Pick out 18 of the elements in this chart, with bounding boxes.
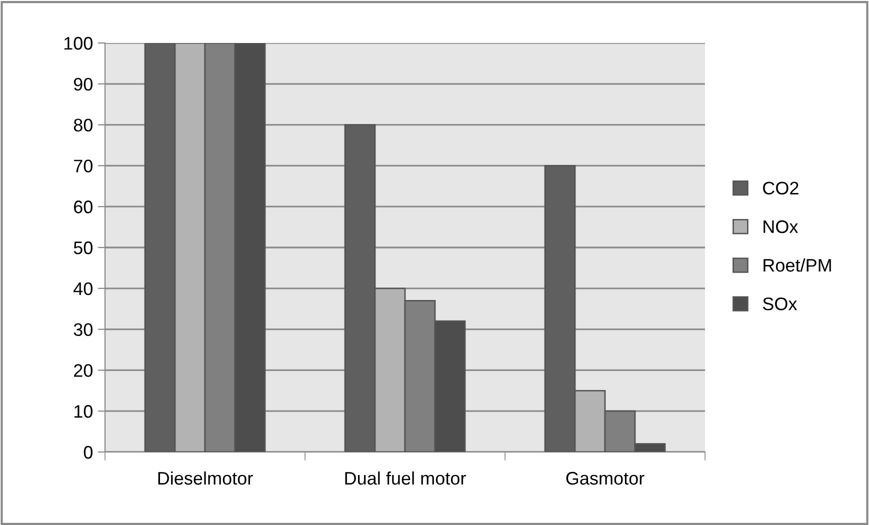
legend-label: SOx [762, 298, 798, 310]
y-tick-label: 50 [74, 241, 92, 254]
x-tick-label: Dieselmotor [158, 471, 253, 485]
y-tick-label: 10 [74, 405, 92, 418]
y-tick-label: 90 [74, 78, 92, 91]
y-tick-label: 80 [74, 118, 92, 132]
y-tick-label: 40 [74, 282, 92, 296]
y-tick-label: 60 [74, 200, 92, 214]
x-tick-label: Gasmotor [566, 472, 644, 485]
legend-label: NOx [764, 220, 798, 234]
y-tick-label: 20 [74, 364, 92, 377]
y-tick-label: 30 [74, 323, 92, 336]
y-tick-label: 70 [74, 160, 92, 172]
legend-label: Roet/PM [764, 258, 831, 272]
legend-label: CO2 [763, 182, 798, 195]
y-tick-label: 100 [64, 36, 92, 50]
y-tick-label: 0 [84, 446, 92, 459]
x-tick-label: Dual fuel motor [345, 471, 466, 485]
